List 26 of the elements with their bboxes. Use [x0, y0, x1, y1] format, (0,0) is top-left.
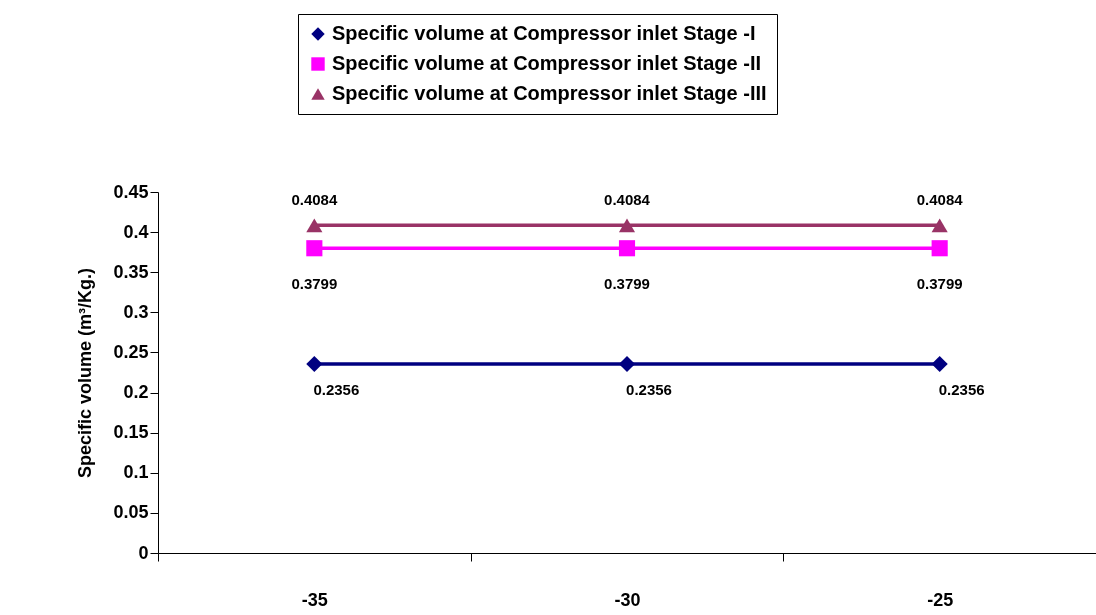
data-label: 0.3799: [291, 275, 338, 293]
x-tick-label: -35: [301, 589, 328, 610]
data-label: 0.2356: [626, 381, 672, 398]
data-label: 0.2356: [938, 381, 985, 398]
y-tick-label: 0: [138, 542, 149, 563]
y-tick-label: 0.45: [113, 181, 149, 202]
data-label: 0.3799: [916, 275, 963, 293]
y-tick-label: 0.2: [123, 382, 149, 403]
x-tick-label: -25: [927, 589, 954, 610]
data-label: 0.4084: [604, 191, 651, 209]
legend-label: Specific volume at Compressor inlet Stage -I: [332, 22, 756, 44]
y-tick-label: 0.05: [113, 502, 149, 523]
y-tick-label: 0.25: [113, 341, 149, 362]
x-tick-label: -30: [614, 589, 641, 610]
legend-label: Specific volume at Compressor inlet Stage -II: [332, 52, 762, 74]
y-tick-label: 0.35: [113, 261, 149, 282]
y-axis-title: Specific volume (m³/Kg.): [75, 267, 96, 479]
y-tick-label: 0.4: [123, 221, 149, 242]
y-tick-label: 0.1: [123, 462, 149, 483]
data-label: 0.2356: [313, 381, 360, 398]
y-tick-label: 0.15: [113, 422, 149, 443]
y-tick-label: 0.3: [123, 301, 149, 322]
legend-label: Specific volume at Compressor inlet Stage -III: [332, 82, 767, 104]
data-label: 0.4084: [291, 191, 338, 209]
data-label: 0.4084: [916, 191, 964, 209]
data-label: 0.3799: [604, 275, 650, 293]
